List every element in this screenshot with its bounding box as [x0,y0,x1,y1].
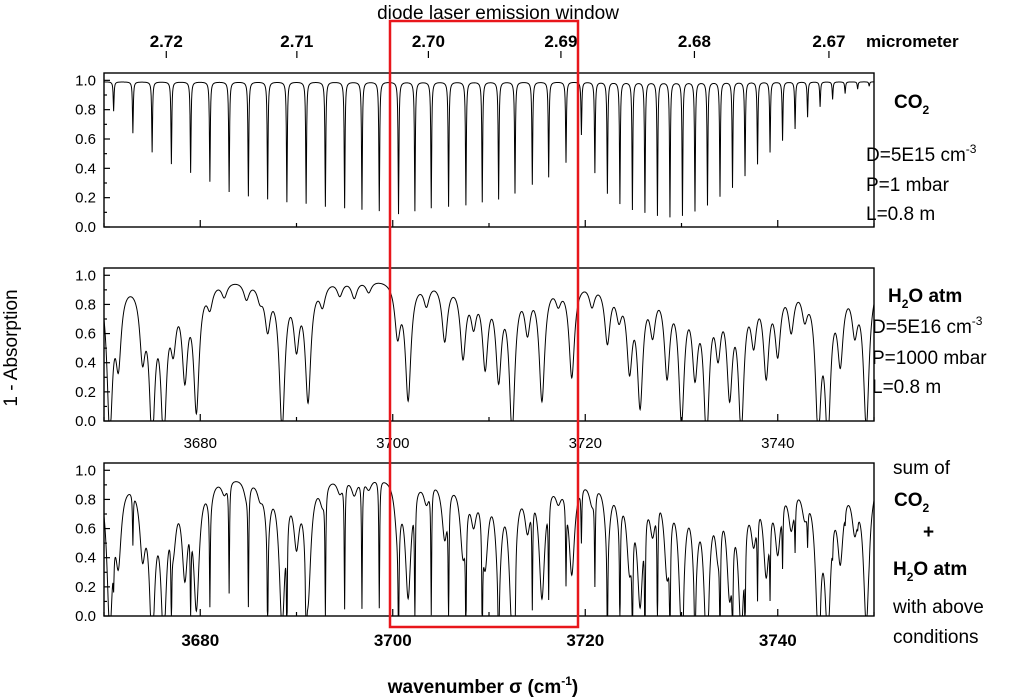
legend-h2o: H2O atm [893,559,967,584]
y-tick-label: 0.2 [75,579,96,596]
legend-conditions: conditions [893,627,979,648]
y-tick-label: 0.6 [75,326,96,343]
y-tick-label: 0.4 [75,550,96,567]
panel2-pressure: P=1000 mbar [872,348,987,369]
co2-spectrum-line [103,81,875,218]
x-axis-label: wavenumber σ (cm-1) [387,674,579,697]
x-tick-label: 3680 [184,435,217,452]
micrometer-tick-label: 2.69 [544,32,577,51]
y-tick-label: 0.2 [75,190,96,207]
emission-window-box [388,19,580,629]
y-tick-label: 0.8 [75,102,96,119]
panel-h2o: 0.0 0.2 0.4 0.6 0.8 1.0 3680 3700 3720 3740 [75,267,875,452]
panel2-density: D=5E16 cm-3 [872,314,983,338]
panel1-length: L=0.8 m [866,204,935,225]
micrometer-tick-label: 2.72 [150,32,183,51]
x-tick-label: 3700 [376,435,409,452]
y-tick-label: 0.0 [75,413,96,430]
micrometer-tick-label: 2.68 [678,32,711,51]
x-tick-label: 3680 [181,631,219,650]
y-tick-label: 0.4 [75,160,96,177]
panel2-length: L=0.8 m [872,377,941,398]
y-tick-label: 1.0 [75,462,96,479]
x-tick-label: 3720 [569,435,602,452]
panel1-density: D=5E15 cm-3 [866,142,977,166]
micrometer-tick-label: 2.67 [812,32,845,51]
y-tick-label: 0.4 [75,355,96,372]
micrometer-tick-label: 2.70 [412,32,445,51]
y-tick-label: 0.8 [75,491,96,508]
x-tick-label: 3740 [761,435,794,452]
y-tick-label: 0.0 [75,219,96,236]
x-tick-label: 3740 [759,631,797,650]
panel-co2: 0.0 0.2 0.4 0.6 0.8 1.0 [75,72,875,236]
y-tick-label: 1.0 [75,267,96,284]
y-tick-label: 0.6 [75,521,96,538]
window-label: diode laser emission window [377,3,619,24]
y-tick-label: 0.8 [75,296,96,313]
y-tick-label: 0.6 [75,131,96,148]
legend-with-above: with above [892,597,984,618]
y-tick-label: 1.0 [75,72,96,89]
h2o-spectrum-line [103,282,875,422]
panel-sum: 0.0 0.2 0.4 0.6 0.8 1.0 3680 3700 3720 3740 [75,462,875,650]
legend-co2: CO2 [894,490,930,515]
legend-plus: + [923,522,934,543]
panel1-title: CO2 [894,92,930,117]
panel2-title: H2O atm [888,286,962,311]
x-tick-label: 3700 [374,631,412,650]
micrometer-tick-label: 2.71 [280,32,313,51]
y-axis-label: 1 - Absorption [1,289,22,406]
sum-spectrum-line [103,481,875,617]
y-tick-label: 0.2 [75,384,96,401]
legend-sum-of: sum of [893,458,951,479]
panel1-pressure: P=1 mbar [866,175,950,196]
y-tick-label: 0.0 [75,608,96,625]
micrometer-unit-label: micrometer [866,32,959,51]
x-tick-label: 3720 [566,631,604,650]
micrometer-axis: 2.67 2.68 2.69 2.70 2.71 2.72 [150,32,845,58]
